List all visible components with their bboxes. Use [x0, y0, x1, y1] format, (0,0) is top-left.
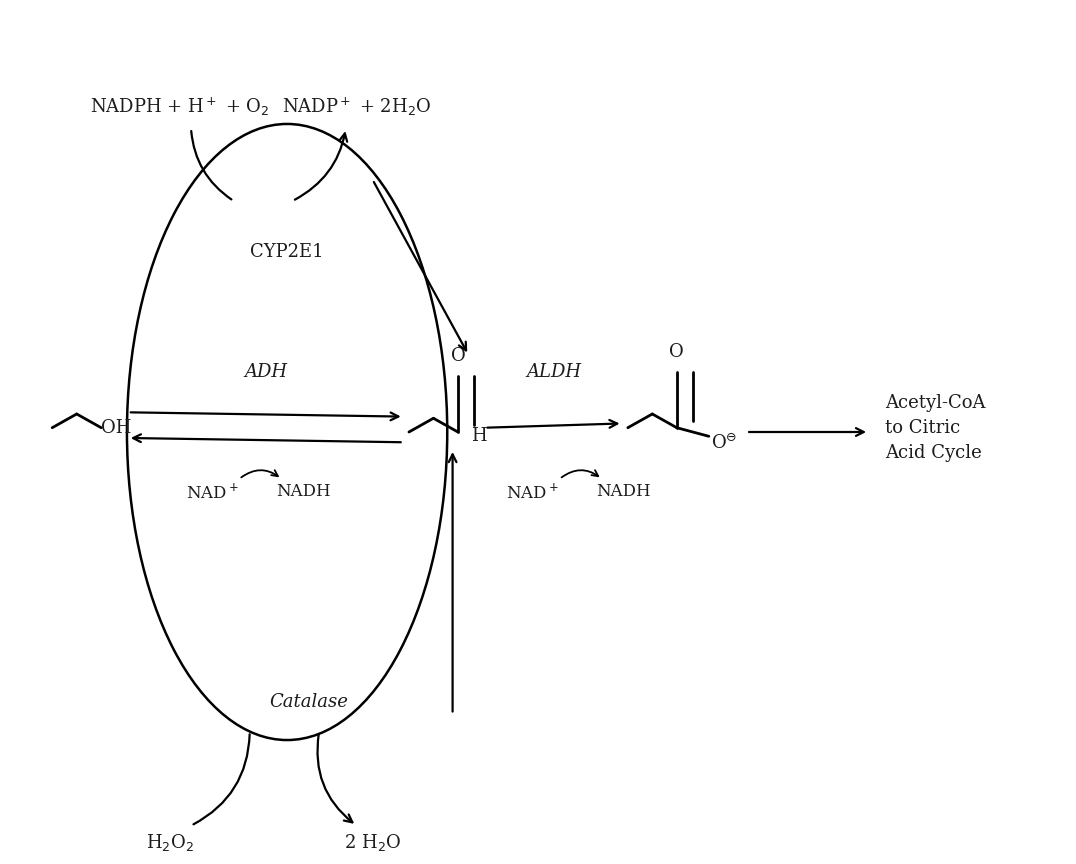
Text: O$^{\ominus}$: O$^{\ominus}$: [711, 434, 737, 453]
Text: O: O: [451, 347, 465, 365]
Text: ADH: ADH: [244, 363, 287, 381]
Text: ALDH: ALDH: [526, 363, 581, 381]
Text: Catalase: Catalase: [269, 693, 348, 710]
Text: NADH: NADH: [275, 483, 330, 500]
Text: NAD$^+$: NAD$^+$: [186, 483, 239, 503]
Text: NADPH + H$^+$ + O$_2$: NADPH + H$^+$ + O$_2$: [89, 96, 269, 118]
Text: NADP$^+$ + 2H$_2$O: NADP$^+$ + 2H$_2$O: [282, 96, 431, 118]
Text: CYP2E1: CYP2E1: [251, 244, 324, 261]
Text: Acetyl-CoA
to Citric
Acid Cycle: Acetyl-CoA to Citric Acid Cycle: [884, 394, 986, 461]
Text: OH: OH: [101, 419, 131, 436]
Text: O: O: [669, 343, 684, 361]
Text: NADH: NADH: [596, 483, 651, 500]
Text: H$_2$O$_2$: H$_2$O$_2$: [145, 832, 194, 854]
Text: 2 H$_2$O: 2 H$_2$O: [344, 832, 401, 854]
Text: H: H: [470, 428, 486, 445]
Text: NAD$^+$: NAD$^+$: [506, 483, 560, 503]
